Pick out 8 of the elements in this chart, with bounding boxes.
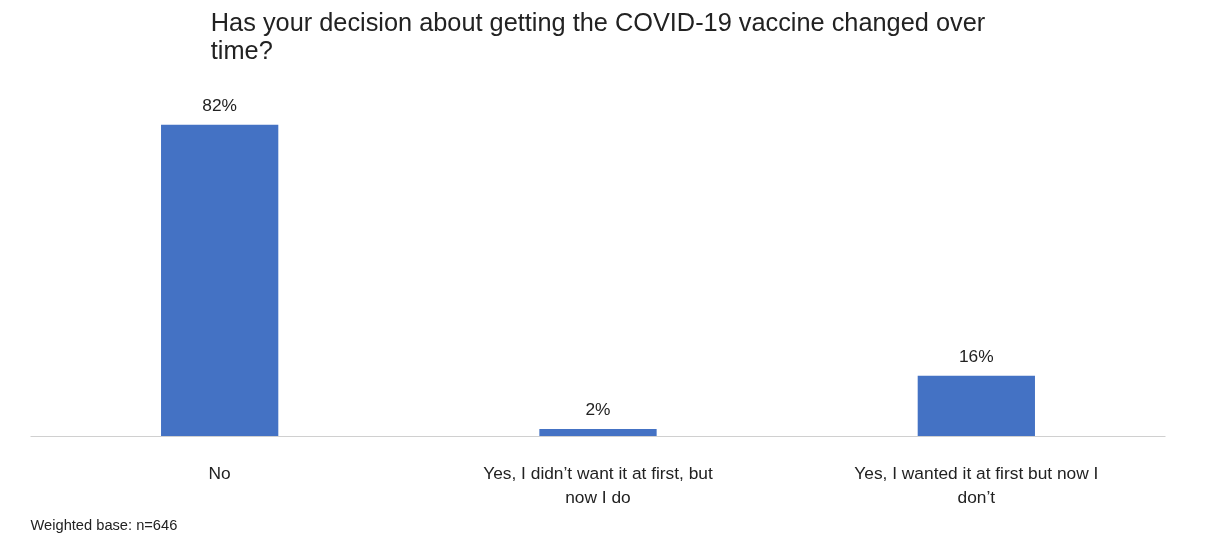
x-tick-label: Yes, I didn’t want it at first, but now I do bbox=[483, 462, 713, 507]
text: Weighted base: n=646 bbox=[30, 516, 178, 533]
x-tick-label: Yes, I wanted it at first but now I don’t bbox=[854, 462, 1099, 507]
chart-title: Has your decision about getting the COVID-19 vaccine changed over time? bbox=[210, 7, 986, 64]
data-label: 82% bbox=[202, 94, 238, 115]
x-tick-label: No bbox=[208, 462, 231, 483]
data-label: 2% bbox=[585, 398, 611, 419]
data-label: 16% bbox=[958, 345, 994, 366]
